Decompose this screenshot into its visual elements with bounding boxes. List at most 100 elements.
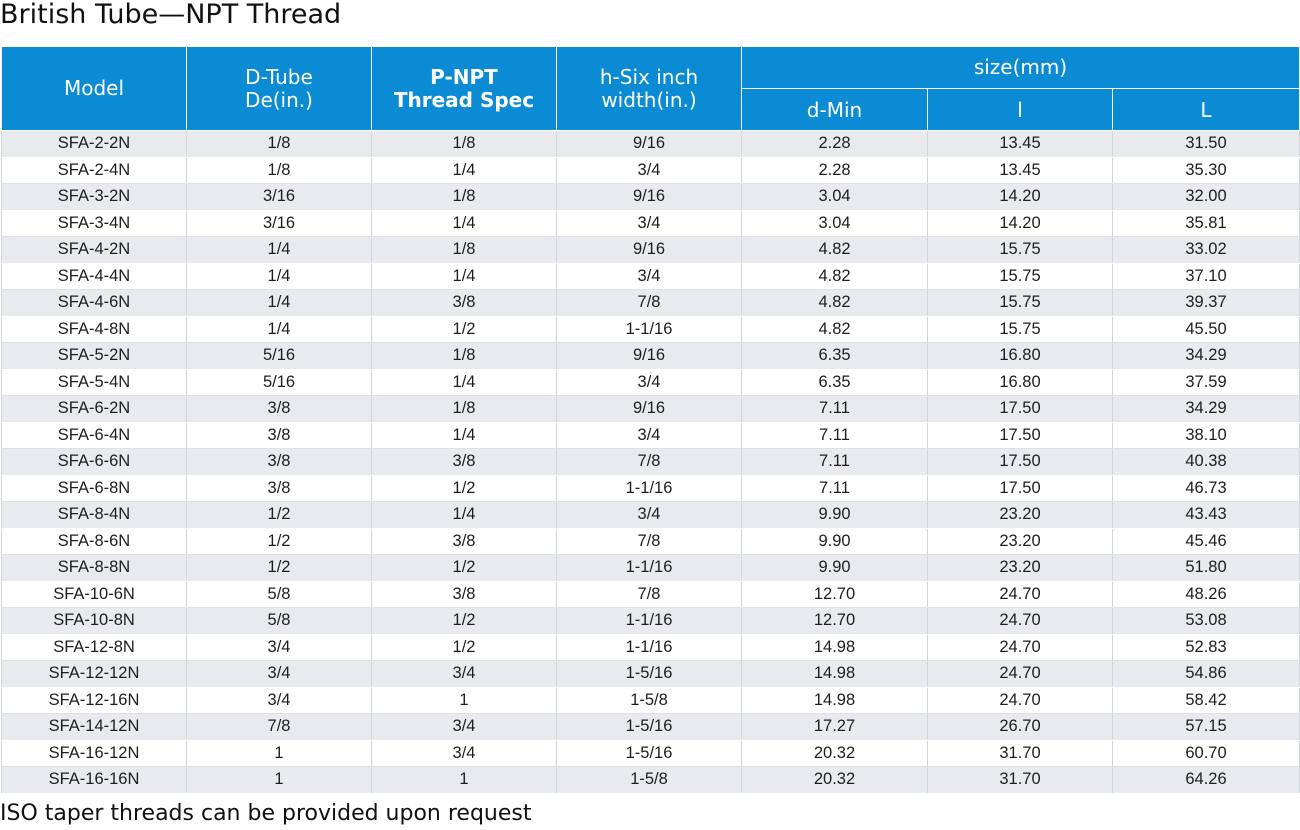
cell-l-small: 14.20	[927, 183, 1113, 211]
cell-l-big: 37.10	[1112, 263, 1300, 290]
cell-d-min: 2.28	[741, 157, 928, 184]
cell-h-six: 1-5/16	[556, 660, 742, 688]
cell-l-small: 17.50	[927, 422, 1113, 449]
cell-p-npt: 1	[371, 766, 557, 794]
cell-model: SFA-8-6N	[1, 528, 187, 555]
cell-h-six: 1-5/8	[556, 766, 742, 794]
cell-l-small: 13.45	[927, 130, 1113, 158]
cell-l-big: 35.30	[1112, 157, 1300, 184]
cell-h-six: 3/4	[556, 210, 742, 237]
header-d-tube-line1: D-Tube	[245, 64, 313, 89]
cell-d-min: 6.35	[741, 369, 928, 396]
cell-l-small: 24.70	[927, 634, 1113, 661]
cell-d-tube: 1	[186, 740, 372, 767]
cell-d-min: 7.11	[741, 448, 928, 476]
cell-model: SFA-4-2N	[1, 236, 187, 264]
cell-p-npt: 3/4	[371, 660, 557, 688]
cell-model: SFA-4-4N	[1, 263, 187, 290]
cell-h-six: 3/4	[556, 157, 742, 184]
cell-h-six: 7/8	[556, 448, 742, 476]
cell-d-tube: 3/16	[186, 210, 372, 237]
table-body: SFA-2-2N 1/8 1/8 9/16 2.28 13.45 31.50 SFA-2-4N…	[1, 130, 1300, 794]
cell-p-npt: 1/8	[371, 395, 557, 423]
table-row: SFA-8-4N 1/2 1/4 3/4 9.90 23.20 43.43	[1, 501, 1300, 529]
cell-d-tube: 3/4	[186, 660, 372, 688]
cell-l-big: 64.26	[1112, 766, 1300, 794]
cell-h-six: 1-1/16	[556, 634, 742, 661]
cell-model: SFA-6-4N	[1, 422, 187, 449]
spec-table: Model D-Tube De(in.) P-NPT Thread Spec h…	[1, 46, 1300, 794]
cell-d-min: 9.90	[741, 528, 928, 555]
cell-d-min: 2.28	[741, 130, 928, 158]
cell-l-small: 16.80	[927, 369, 1113, 396]
cell-l-small: 23.20	[927, 554, 1113, 582]
cell-p-npt: 1/8	[371, 342, 557, 370]
cell-l-small: 24.70	[927, 607, 1113, 635]
cell-model: SFA-16-12N	[1, 740, 187, 767]
cell-model: SFA-2-2N	[1, 130, 187, 158]
cell-p-npt: 3/8	[371, 448, 557, 476]
cell-d-tube: 1/8	[186, 157, 372, 184]
cell-p-npt: 3/8	[371, 289, 557, 317]
cell-model: SFA-3-2N	[1, 183, 187, 211]
cell-l-big: 38.10	[1112, 422, 1300, 449]
cell-h-six: 1-5/8	[556, 687, 742, 714]
header-l-big: L	[1112, 88, 1300, 131]
cell-d-tube: 1	[186, 766, 372, 794]
cell-h-six: 3/4	[556, 263, 742, 290]
header-d-min: d-Min	[741, 88, 928, 131]
header-p-npt: P-NPT Thread Spec	[371, 46, 557, 131]
table-row: SFA-4-4N 1/4 1/4 3/4 4.82 15.75 37.10	[1, 263, 1300, 290]
cell-l-small: 31.70	[927, 740, 1113, 767]
table-row: SFA-6-2N 3/8 1/8 9/16 7.11 17.50 34.29	[1, 395, 1300, 423]
table-row: SFA-12-12N 3/4 3/4 1-5/16 14.98 24.70 54.86	[1, 660, 1300, 688]
cell-p-npt: 1/2	[371, 634, 557, 661]
cell-l-big: 46.73	[1112, 475, 1300, 502]
header-model: Model	[1, 46, 187, 131]
cell-h-six: 9/16	[556, 236, 742, 264]
cell-model: SFA-5-2N	[1, 342, 187, 370]
cell-model: SFA-3-4N	[1, 210, 187, 237]
table-row: SFA-10-8N 5/8 1/2 1-1/16 12.70 24.70 53.08	[1, 607, 1300, 635]
table-row: SFA-12-8N 3/4 1/2 1-1/16 14.98 24.70 52.83	[1, 634, 1300, 661]
cell-d-min: 6.35	[741, 342, 928, 370]
cell-p-npt: 1/4	[371, 369, 557, 396]
cell-model: SFA-10-6N	[1, 581, 187, 608]
header-p-npt-line1: P-NPT	[430, 64, 498, 89]
cell-h-six: 1-5/16	[556, 740, 742, 767]
cell-l-small: 16.80	[927, 342, 1113, 370]
cell-p-npt: 3/4	[371, 713, 557, 741]
cell-d-min: 17.27	[741, 713, 928, 741]
table-row: SFA-16-12N 1 3/4 1-5/16 20.32 31.70 60.70	[1, 740, 1300, 767]
cell-p-npt: 3/8	[371, 528, 557, 555]
cell-p-npt: 1/4	[371, 501, 557, 529]
cell-d-tube: 1/4	[186, 236, 372, 264]
cell-d-min: 14.98	[741, 634, 928, 661]
cell-h-six: 1-1/16	[556, 475, 742, 502]
table-row: SFA-8-6N 1/2 3/8 7/8 9.90 23.20 45.46	[1, 528, 1300, 555]
cell-d-tube: 5/16	[186, 342, 372, 370]
table-row: SFA-2-4N 1/8 1/4 3/4 2.28 13.45 35.30	[1, 157, 1300, 184]
cell-d-min: 7.11	[741, 422, 928, 449]
cell-l-big: 54.86	[1112, 660, 1300, 688]
footnote: ISO taper threads can be provided upon r…	[0, 801, 532, 826]
table-row: SFA-12-16N 3/4 1 1-5/8 14.98 24.70 58.42	[1, 687, 1300, 714]
cell-d-tube: 1/8	[186, 130, 372, 158]
table-row: SFA-4-8N 1/4 1/2 1-1/16 4.82 15.75 45.50	[1, 316, 1300, 343]
cell-l-big: 37.59	[1112, 369, 1300, 396]
cell-d-min: 9.90	[741, 501, 928, 529]
cell-l-big: 39.37	[1112, 289, 1300, 317]
table-row: SFA-8-8N 1/2 1/2 1-1/16 9.90 23.20 51.80	[1, 554, 1300, 582]
cell-l-big: 53.08	[1112, 607, 1300, 635]
table-row: SFA-6-8N 3/8 1/2 1-1/16 7.11 17.50 46.73	[1, 475, 1300, 502]
cell-h-six: 7/8	[556, 289, 742, 317]
cell-d-min: 3.04	[741, 183, 928, 211]
cell-model: SFA-4-8N	[1, 316, 187, 343]
cell-p-npt: 1/2	[371, 475, 557, 502]
cell-d-tube: 5/8	[186, 581, 372, 608]
table-row: SFA-4-2N 1/4 1/8 9/16 4.82 15.75 33.02	[1, 236, 1300, 264]
cell-h-six: 3/4	[556, 422, 742, 449]
cell-l-big: 57.15	[1112, 713, 1300, 741]
cell-model: SFA-2-4N	[1, 157, 187, 184]
table-header: Model D-Tube De(in.) P-NPT Thread Spec h…	[1, 46, 1300, 131]
